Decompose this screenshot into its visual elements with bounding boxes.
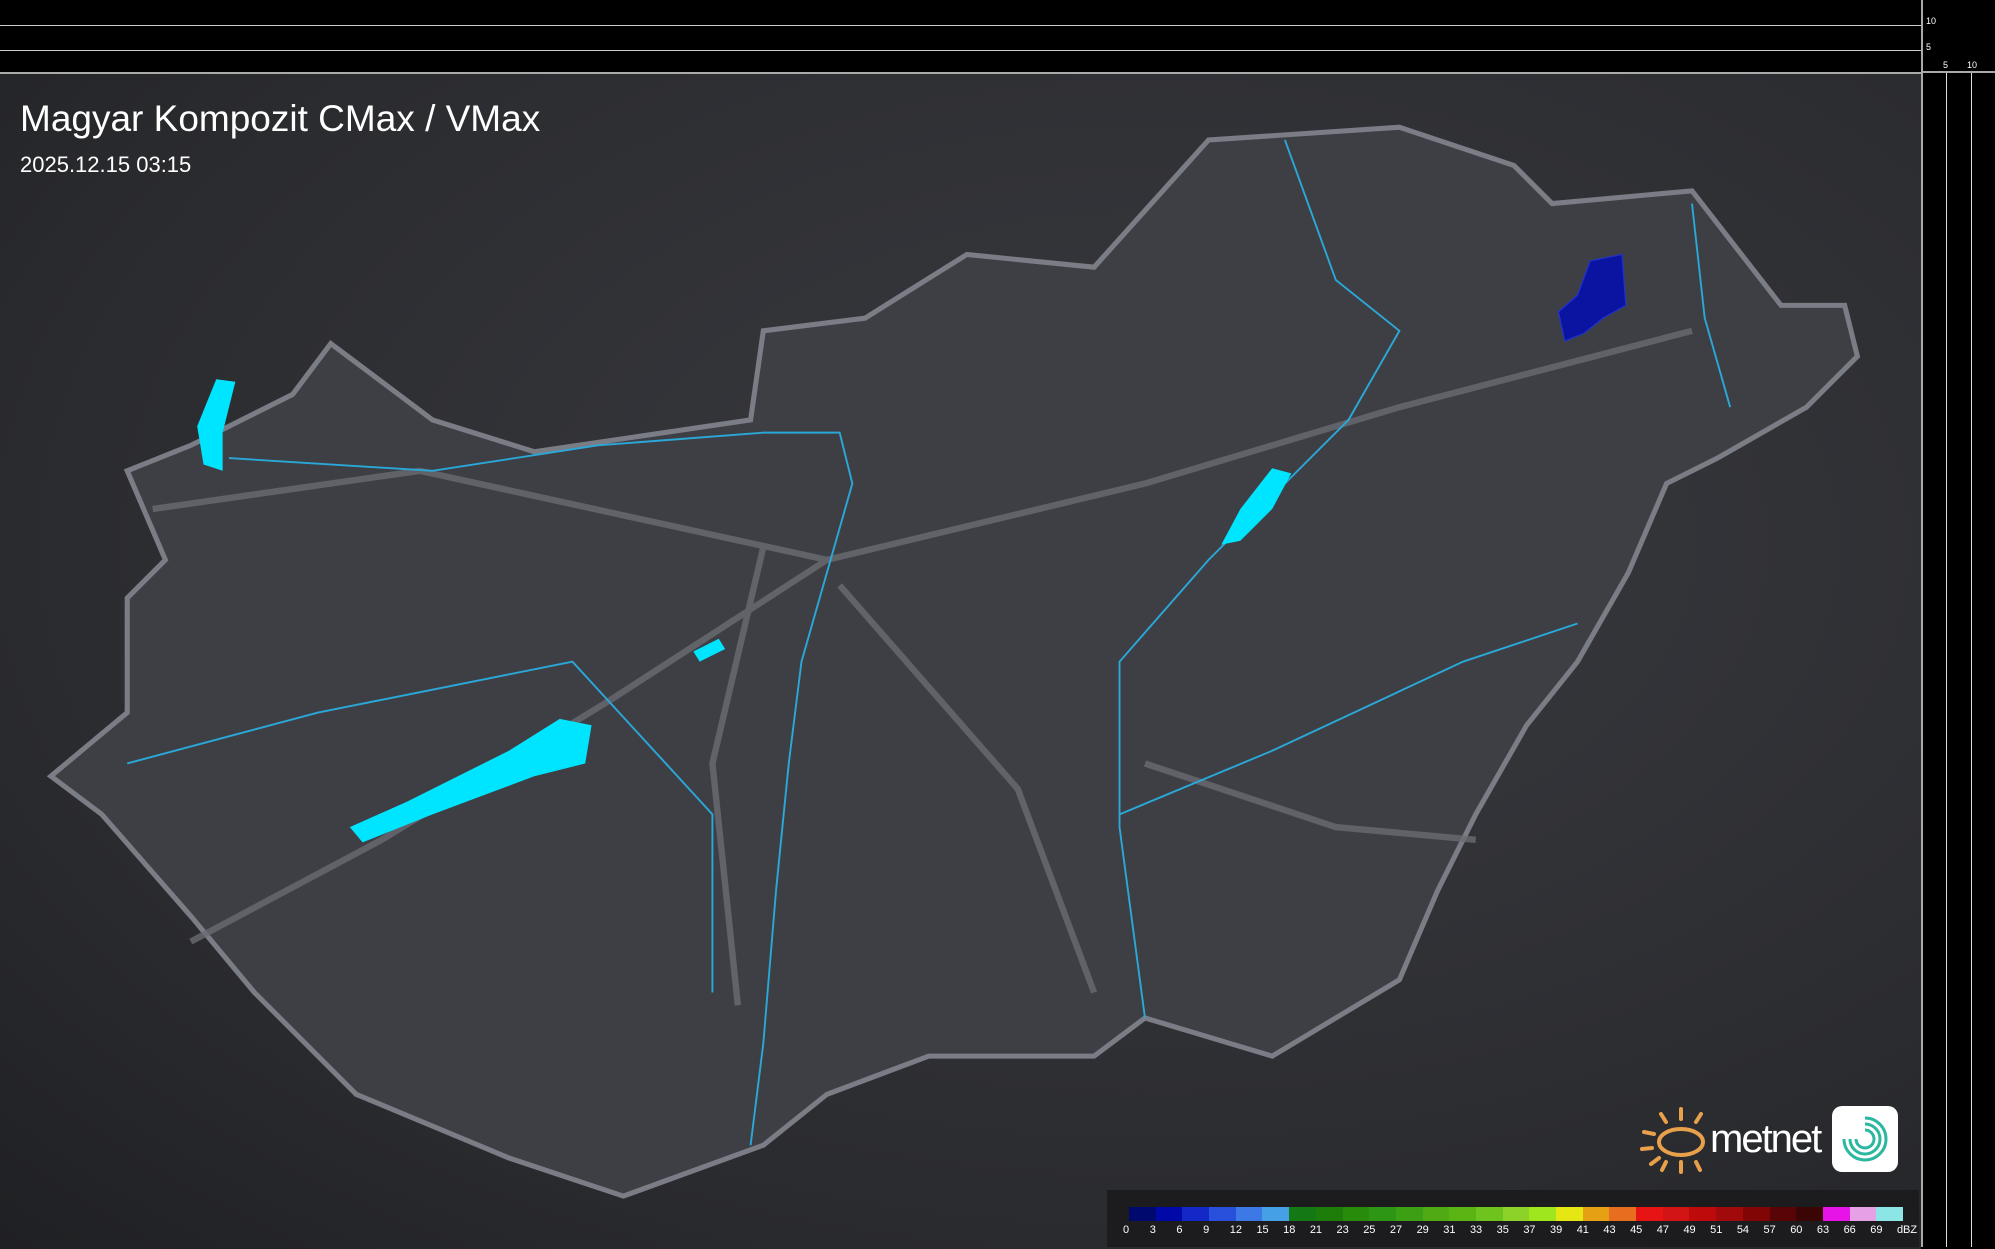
right-profile-panel: 10 5 5 10 — [1921, 0, 1995, 1247]
roads — [152, 327, 1693, 1006]
legend-label: 47 — [1656, 1224, 1669, 1236]
legend-swatch — [1342, 1207, 1370, 1221]
legend-label: 45 — [1630, 1224, 1643, 1236]
legend-label: 29 — [1416, 1224, 1429, 1236]
legend-label: 49 — [1683, 1224, 1696, 1236]
swirl-icon — [1832, 1106, 1899, 1172]
legend-swatch — [1289, 1207, 1316, 1221]
legend-label: 25 — [1363, 1224, 1376, 1236]
legend-label: 9 — [1203, 1224, 1210, 1236]
legend-label: 6 — [1176, 1224, 1183, 1236]
legend-label: 43 — [1603, 1224, 1616, 1236]
legend-label: 51 — [1710, 1224, 1723, 1236]
legend-swatch — [1155, 1207, 1183, 1221]
legend-label: 3 — [1149, 1224, 1156, 1236]
legend-swatch — [1422, 1207, 1450, 1221]
logo-text: metnet — [1710, 1116, 1822, 1161]
legend-swatch — [1182, 1207, 1210, 1221]
gridline-10 — [0, 25, 1921, 26]
legend-swatch — [1209, 1207, 1236, 1221]
lake-ferto — [197, 379, 236, 471]
legend-label: 15 — [1256, 1224, 1269, 1236]
tick-label: 10 — [1926, 16, 1937, 26]
gridline — [1971, 73, 1972, 1247]
legend-swatch — [1395, 1207, 1423, 1221]
legend-label: 31 — [1443, 1224, 1456, 1236]
legend-swatch — [1529, 1207, 1556, 1221]
legend-swatch — [1689, 1207, 1717, 1221]
lakes — [197, 379, 1292, 843]
metnet-logo: metnet — [1636, 1104, 1899, 1174]
legend-label: 37 — [1523, 1224, 1536, 1236]
legend-swatch — [1582, 1207, 1610, 1221]
lake-velence — [693, 638, 726, 662]
tick-label: 5 — [1926, 42, 1932, 52]
legend-swatch — [1502, 1207, 1530, 1221]
legend-swatch — [1716, 1207, 1743, 1221]
timestamp: 2025.12.15 03:15 — [20, 152, 192, 177]
dbz-legend: 0 3 6 9 12 15 18 21 23 25 27 29 31 33 35 37 39 41 43 45 47 49… — [1107, 1190, 1919, 1247]
legend-swatch — [1849, 1207, 1877, 1221]
radar-echo — [1557, 253, 1627, 342]
legend-swatch — [1822, 1207, 1850, 1221]
legend-swatch — [1315, 1207, 1343, 1221]
legend-swatch — [1369, 1207, 1396, 1221]
legend-swatch — [1636, 1207, 1663, 1221]
legend-swatch — [1742, 1207, 1770, 1221]
gridline-5 — [0, 50, 1921, 51]
danube-river — [228, 431, 854, 1146]
legend-label: 23 — [1336, 1224, 1349, 1236]
legend-label: 18 — [1283, 1224, 1296, 1236]
legend-label: 63 — [1816, 1224, 1830, 1236]
legend-label: 66 — [1843, 1224, 1856, 1236]
legend-swatch — [1609, 1207, 1637, 1221]
legend-swatch — [1129, 1207, 1156, 1221]
top-profile-panel — [0, 0, 1921, 72]
legend-label: 57 — [1763, 1224, 1776, 1236]
hungary-outline — [46, 124, 1861, 1199]
sun-icon — [1640, 1107, 1705, 1174]
tick-label: 5 — [1943, 60, 1949, 70]
legend-label: 0 — [1123, 1224, 1130, 1236]
rivers — [126, 139, 1732, 1146]
legend-swatches — [1129, 1207, 1903, 1221]
legend-label: 60 — [1790, 1224, 1803, 1236]
legend-labels: 0 3 6 9 12 15 18 21 23 25 27 29 31 33 35 37 39 41 43 45 47 49… — [1123, 1224, 1924, 1236]
hungary-map-overlay — [46, 124, 1861, 1199]
tick-label: 10 — [1967, 60, 1978, 70]
legend-label: 54 — [1736, 1224, 1750, 1236]
legend-swatch — [1475, 1207, 1503, 1221]
legend-label: 69 — [1870, 1224, 1883, 1236]
legend-swatch — [1235, 1207, 1263, 1221]
lake-balaton — [349, 718, 592, 843]
legend-label: 27 — [1389, 1224, 1403, 1236]
legend-label: 35 — [1496, 1224, 1509, 1236]
legend-unit: dBZ — [1896, 1224, 1918, 1236]
legend-swatch — [1876, 1207, 1903, 1221]
legend-swatch — [1662, 1207, 1690, 1221]
legend-label: 33 — [1469, 1224, 1483, 1236]
legend-swatch — [1769, 1207, 1797, 1221]
legend-swatch — [1556, 1207, 1583, 1221]
divider — [1923, 71, 1995, 73]
map-title: Magyar Kompozit CMax / VMax — [20, 98, 541, 139]
legend-swatch — [1796, 1207, 1823, 1221]
legend-label: 41 — [1576, 1224, 1589, 1236]
lake-tisza — [1221, 468, 1292, 545]
legend-label: 12 — [1229, 1224, 1242, 1236]
legend-swatch — [1262, 1207, 1290, 1221]
legend-label: 39 — [1550, 1224, 1563, 1236]
legend-swatch — [1449, 1207, 1476, 1221]
gridline — [1946, 73, 1947, 1247]
legend-label: 21 — [1309, 1224, 1323, 1236]
